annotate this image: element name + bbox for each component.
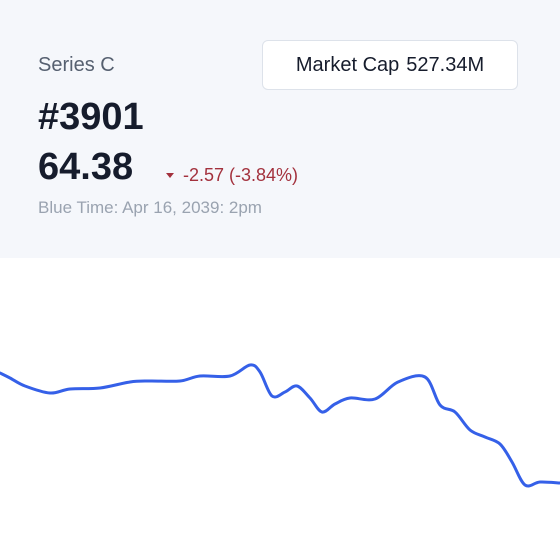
market-cap-button[interactable]: Market Cap 527.34M [262,40,518,90]
quote-header: Series C Market Cap 527.34M #3901 64.38 … [0,0,560,258]
down-arrow [166,173,174,178]
price-line [0,363,560,488]
price: 64.38 [38,146,134,188]
ticker-id: #3901 [38,96,144,138]
timestamp: Blue Time: Apr 16, 2039: 2pm [38,198,262,217]
market-cap-label: Market Cap [295,53,400,76]
price-change: -2.57 (-3.84%) [183,165,299,185]
series-name: Series C [38,54,115,76]
market-cap-value: 527.34M [406,53,485,76]
